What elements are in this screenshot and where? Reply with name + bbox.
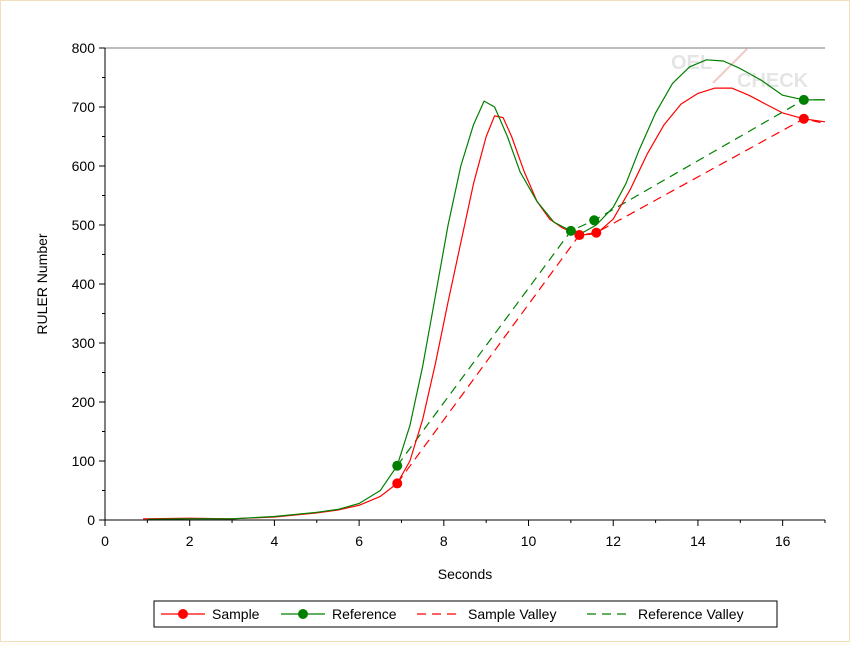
reference-point-3 — [798, 94, 809, 105]
x-tick-label-0: 0 — [101, 533, 109, 549]
legend-reference-valley-label: Reference Valley — [638, 606, 744, 622]
x-axis-label: Seconds — [438, 566, 492, 582]
y-tick-label-300: 300 — [72, 335, 96, 351]
legend-sample-label: Sample — [212, 606, 260, 622]
legend: Sample Reference Sample Valley Reference… — [153, 600, 778, 628]
legend-reference-marker — [298, 609, 308, 619]
x-tick-label-14: 14 — [690, 533, 706, 549]
legend-box — [153, 600, 778, 628]
series-sample-line — [143, 87, 825, 520]
sample-point-3 — [798, 113, 809, 124]
y-tick-label-400: 400 — [72, 276, 96, 292]
x-tick-label-10: 10 — [521, 533, 537, 549]
sample-point-0 — [392, 478, 403, 489]
series-reference-line — [147, 59, 825, 520]
legend-item-reference: Reference — [281, 606, 397, 622]
legend-sample-marker — [178, 609, 188, 619]
watermark-check-mark — [712, 48, 748, 84]
y-tick-label-800: 800 — [72, 40, 96, 56]
y-tick-label-600: 600 — [72, 158, 96, 174]
x-tick-label-4: 4 — [271, 533, 279, 549]
oelcheck-watermark: OEL CHECK — [671, 48, 809, 92]
y-tick-label-0: 0 — [87, 512, 95, 528]
y-axis-ticks: 0 100 200 300 400 500 600 700 800 — [72, 40, 105, 528]
y-tick-label-100: 100 — [72, 453, 96, 469]
sample-point-1 — [574, 230, 585, 241]
plot-area — [105, 48, 825, 520]
x-tick-label-16: 16 — [775, 533, 791, 549]
y-tick-label-500: 500 — [72, 217, 96, 233]
legend-item-sample: Sample — [161, 606, 260, 622]
y-axis-label: RULER Number — [34, 233, 50, 334]
sample-point-2 — [591, 227, 602, 238]
marker-layer — [392, 94, 809, 489]
watermark-text-1: OEL — [671, 52, 712, 74]
legend-sample-valley-label: Sample Valley — [468, 606, 556, 622]
y-tick-label-700: 700 — [72, 99, 96, 115]
legend-item-sample-valley: Sample Valley — [417, 606, 556, 622]
reference-point-1 — [565, 225, 576, 236]
legend-item-reference-valley: Reference Valley — [587, 606, 744, 622]
y-tick-label-200: 200 — [72, 394, 96, 410]
x-tick-label-12: 12 — [605, 533, 621, 549]
x-axis-ticks: 0 2 4 6 8 10 12 14 16 — [101, 520, 826, 549]
x-tick-label-8: 8 — [440, 533, 448, 549]
watermark-text-2: CHECK — [737, 70, 809, 92]
reference-point-0 — [392, 460, 403, 471]
reference-point-2 — [589, 215, 600, 226]
x-tick-label-6: 6 — [355, 533, 363, 549]
legend-reference-label: Reference — [332, 606, 397, 622]
x-tick-label-2: 2 — [186, 533, 194, 549]
